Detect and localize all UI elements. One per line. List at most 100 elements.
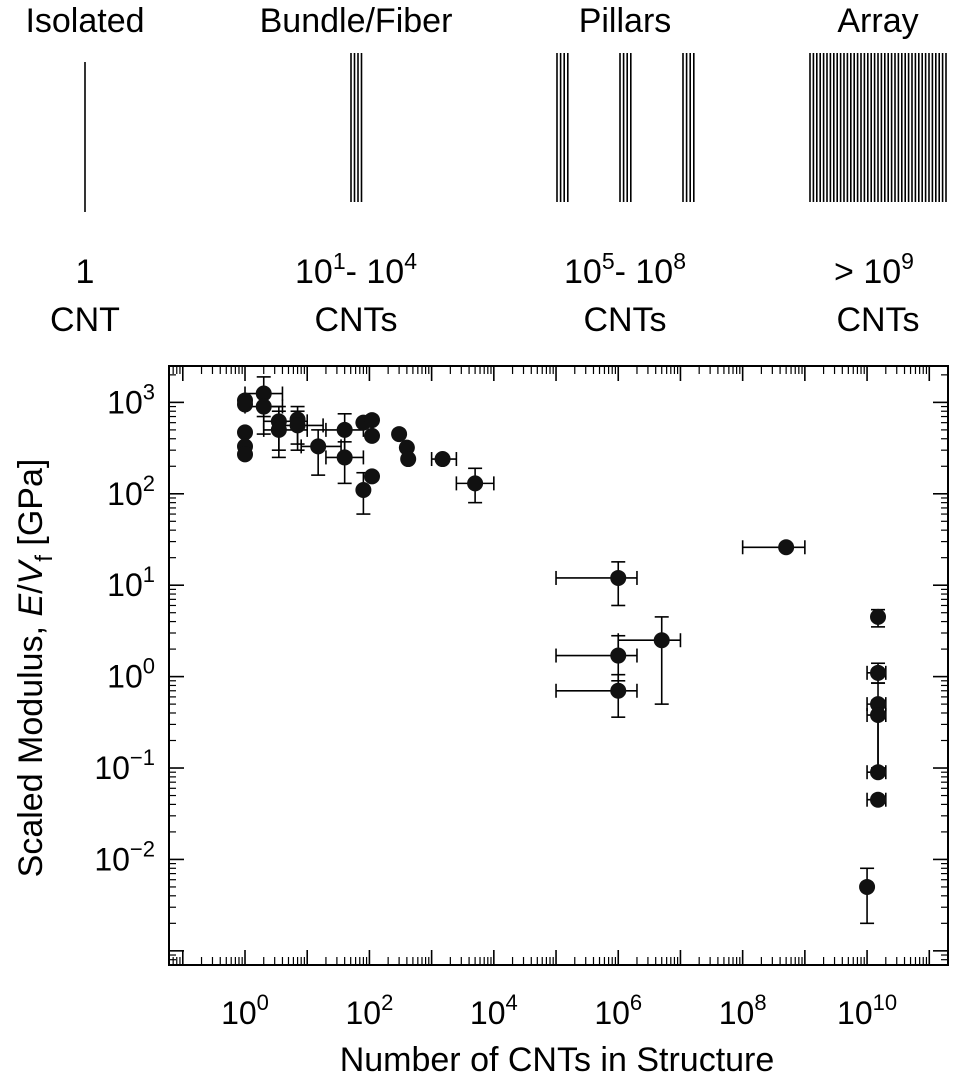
y-major-ticks [169, 401, 948, 952]
count-exp: 9 [901, 248, 914, 274]
tick-base: 10 [345, 995, 381, 1031]
data-point [237, 446, 254, 463]
data-point [653, 632, 670, 649]
tick-exp: 2 [381, 990, 393, 1015]
data-point [859, 878, 876, 895]
count-exp2: 4 [404, 248, 417, 274]
tick-exp: 2 [143, 471, 155, 496]
plot-frame [168, 365, 949, 966]
y-minor-ticks [169, 374, 948, 961]
data-point [310, 438, 327, 455]
category-unit-array: CNTs [836, 301, 919, 339]
tick-exp: −1 [130, 745, 155, 770]
x-tick-label: 106 [594, 990, 642, 1031]
x-tick-label: 104 [470, 990, 518, 1031]
tick-exp: 4 [506, 990, 518, 1015]
data-point [355, 482, 372, 499]
data-point [778, 539, 795, 556]
data-point [255, 398, 272, 415]
data-point [434, 451, 451, 468]
data-point [870, 791, 887, 808]
x-minor-ticks [172, 366, 928, 965]
tick-base: 10 [107, 384, 143, 420]
data-point [363, 427, 380, 444]
y-axis-label-slash: / [12, 584, 50, 594]
x-major-ticks [182, 366, 931, 965]
category-count-isolated: 1 [76, 253, 95, 291]
data-point [870, 764, 887, 781]
category-count-array: > 109 [834, 248, 914, 291]
y-tick-label: 10−1 [94, 745, 155, 786]
data-point [610, 647, 627, 664]
y-axis-label-unit: [GPa] [12, 459, 50, 555]
data-point [391, 426, 408, 443]
header-schematic: Isolated 1 CNT Bundle/Fiber 101- 104 CNT… [25, 2, 947, 339]
category-count-pillars: 105- 108 [564, 248, 686, 291]
tick-exp: −2 [130, 836, 155, 861]
x-tick-label: 102 [345, 990, 393, 1031]
category-title-pillars: Pillars [579, 2, 672, 40]
tick-exp: 0 [143, 654, 155, 679]
tick-exp: 10 [873, 990, 897, 1015]
x-tick-label: 108 [719, 990, 767, 1031]
count-exp: 5 [602, 248, 615, 274]
data-point [363, 412, 380, 429]
tick-exp: 0 [257, 990, 269, 1015]
tick-base: 10 [94, 750, 130, 786]
x-tick-label: 100 [221, 990, 269, 1031]
tick-base: 10 [107, 659, 143, 695]
y-tick-label: 103 [107, 379, 155, 420]
data-point [400, 451, 417, 468]
y-axis-label: Scaled Modulus, E/Vf [GPa] [12, 459, 58, 878]
category-title-array: Array [837, 2, 918, 40]
y-tick-label: 10−2 [94, 836, 155, 877]
tick-exp: 1 [143, 562, 155, 587]
data-point [363, 468, 380, 485]
x-axis-label: Number of CNTs in Structure [340, 1041, 775, 1079]
count-base: > 10 [834, 253, 901, 291]
data-point [336, 421, 353, 438]
data-point [870, 664, 887, 681]
tick-base: 10 [221, 995, 257, 1031]
tick-base: 10 [107, 567, 143, 603]
y-tick-label: 101 [107, 562, 155, 603]
tick-exp: 8 [754, 990, 766, 1015]
tick-base: 10 [107, 476, 143, 512]
data-point [237, 424, 254, 441]
tick-base: 10 [470, 995, 506, 1031]
y-axis-label-prefix: Scaled Modulus, [12, 617, 50, 878]
data-point [870, 707, 887, 724]
category-unit-bundle-fiber: CNTs [314, 301, 397, 339]
count-mid: - [346, 253, 367, 291]
category-title-isolated: Isolated [25, 2, 144, 40]
data-point [270, 421, 287, 438]
tick-exp: 3 [143, 379, 155, 404]
data-point [467, 475, 484, 492]
category-count-bundle-fiber: 101- 104 [295, 248, 417, 291]
data-point [870, 608, 887, 625]
count-mid: - [615, 253, 636, 291]
data-point [336, 449, 353, 466]
category-unit-pillars: CNTs [583, 301, 666, 339]
data-point [237, 396, 254, 413]
data-point [610, 682, 627, 699]
count-base: 10 [564, 253, 602, 291]
y-axis-label-sub: f [31, 555, 58, 562]
category-unit-isolated: CNT [50, 301, 120, 339]
count-exp2: 8 [673, 248, 686, 274]
y-tick-label: 100 [107, 654, 155, 695]
data-points [237, 385, 887, 895]
y-axis-label-v: V [12, 558, 50, 584]
x-tick-label: 1010 [837, 990, 897, 1031]
data-point [255, 385, 272, 402]
tick-base: 10 [94, 841, 130, 877]
count-base: 10 [295, 253, 333, 291]
y-axis-label-e: E [12, 594, 50, 617]
tick-exp: 6 [630, 990, 642, 1015]
count-exp: 1 [333, 248, 346, 274]
data-point [289, 417, 306, 434]
count-base2: 10 [366, 253, 404, 291]
